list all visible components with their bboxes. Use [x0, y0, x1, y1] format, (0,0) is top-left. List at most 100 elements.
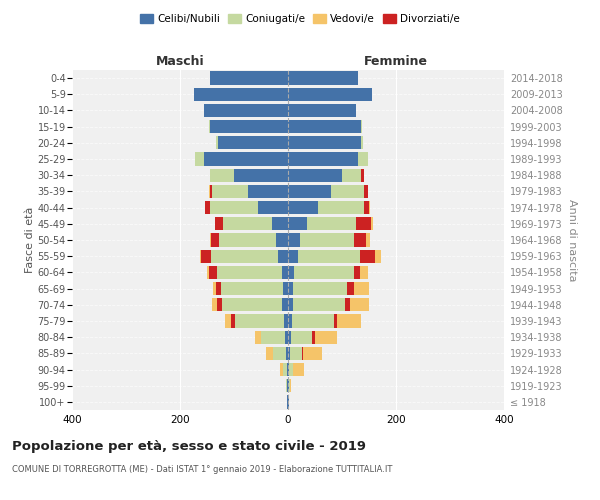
Bar: [354, 266, 361, 279]
Bar: [313, 330, 315, 344]
Bar: [288, 120, 361, 134]
Bar: [288, 152, 358, 166]
Bar: [315, 330, 337, 344]
Bar: [221, 282, 283, 295]
Bar: [288, 72, 358, 85]
Bar: [303, 346, 322, 360]
Bar: [212, 185, 248, 198]
Bar: [218, 136, 288, 149]
Bar: [211, 250, 278, 263]
Text: Femmine: Femmine: [364, 56, 428, 68]
Bar: [288, 234, 300, 246]
Bar: [200, 250, 201, 263]
Bar: [210, 234, 211, 246]
Bar: [342, 168, 361, 182]
Bar: [207, 266, 209, 279]
Bar: [360, 250, 375, 263]
Bar: [288, 136, 361, 149]
Bar: [220, 234, 276, 246]
Bar: [354, 282, 369, 295]
Bar: [209, 120, 210, 134]
Bar: [289, 363, 293, 376]
Bar: [283, 282, 288, 295]
Bar: [288, 314, 292, 328]
Bar: [205, 201, 210, 214]
Bar: [361, 266, 368, 279]
Bar: [248, 185, 288, 198]
Bar: [272, 217, 288, 230]
Bar: [215, 136, 218, 149]
Bar: [344, 298, 350, 312]
Bar: [293, 363, 304, 376]
Bar: [204, 152, 288, 166]
Bar: [284, 314, 288, 328]
Bar: [288, 168, 342, 182]
Bar: [204, 104, 288, 117]
Bar: [215, 217, 223, 230]
Bar: [288, 201, 318, 214]
Bar: [223, 217, 272, 230]
Legend: Celibi/Nubili, Coniugati/e, Vedovi/e, Divorziati/e: Celibi/Nubili, Coniugati/e, Vedovi/e, Di…: [136, 10, 464, 29]
Bar: [355, 217, 371, 230]
Bar: [354, 234, 366, 246]
Bar: [287, 363, 288, 376]
Bar: [337, 314, 361, 328]
Bar: [375, 250, 382, 263]
Bar: [371, 217, 373, 230]
Bar: [361, 136, 363, 149]
Bar: [209, 266, 217, 279]
Bar: [290, 346, 302, 360]
Bar: [278, 250, 288, 263]
Bar: [289, 379, 290, 392]
Bar: [364, 201, 369, 214]
Bar: [369, 201, 370, 214]
Text: COMUNE DI TORREGROTTA (ME) - Dati ISTAT 1° gennaio 2019 - Elaborazione TUTTITALI: COMUNE DI TORREGROTTA (ME) - Dati ISTAT …: [12, 466, 392, 474]
Bar: [266, 346, 273, 360]
Bar: [193, 88, 288, 101]
Bar: [281, 298, 288, 312]
Bar: [288, 88, 372, 101]
Bar: [217, 266, 281, 279]
Bar: [288, 185, 331, 198]
Bar: [216, 282, 221, 295]
Bar: [194, 152, 204, 166]
Bar: [201, 250, 211, 263]
Y-axis label: Anni di nascita: Anni di nascita: [567, 198, 577, 281]
Bar: [300, 234, 354, 246]
Bar: [364, 185, 368, 198]
Bar: [288, 363, 289, 376]
Bar: [283, 363, 287, 376]
Bar: [288, 217, 307, 230]
Bar: [222, 298, 281, 312]
Bar: [211, 234, 220, 246]
Bar: [288, 330, 290, 344]
Bar: [288, 250, 298, 263]
Bar: [210, 168, 234, 182]
Bar: [210, 72, 288, 85]
Bar: [209, 185, 210, 198]
Bar: [254, 330, 261, 344]
Bar: [212, 298, 217, 312]
Bar: [217, 298, 222, 312]
Bar: [307, 217, 355, 230]
Bar: [288, 346, 290, 360]
Bar: [361, 120, 362, 134]
Bar: [210, 185, 212, 198]
Bar: [280, 363, 283, 376]
Bar: [302, 346, 303, 360]
Bar: [226, 314, 231, 328]
Bar: [259, 201, 288, 214]
Bar: [288, 104, 355, 117]
Bar: [366, 234, 370, 246]
Bar: [214, 282, 216, 295]
Bar: [361, 168, 364, 182]
Bar: [286, 379, 287, 392]
Bar: [334, 314, 337, 328]
Bar: [318, 201, 364, 214]
Bar: [276, 234, 288, 246]
Bar: [235, 314, 284, 328]
Bar: [286, 346, 288, 360]
Bar: [293, 298, 344, 312]
Bar: [347, 282, 354, 295]
Bar: [231, 314, 235, 328]
